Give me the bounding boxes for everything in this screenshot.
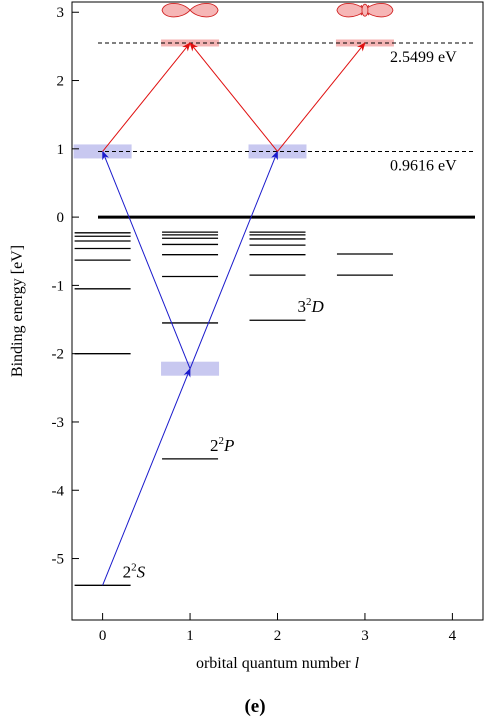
orbital-small-lobe [361, 3, 369, 17]
term-symbol: P [223, 436, 234, 455]
x-axis-label: orbital quantum number l [196, 655, 360, 672]
transition-arrows [102, 42, 366, 586]
y-axis-label: Binding energy [eV] [9, 245, 26, 377]
y-tick-label: 2 [57, 74, 65, 90]
term-principal-number: 3 [298, 297, 307, 316]
x-tick-label: 0 [99, 628, 107, 644]
y-tick-label: -5 [52, 552, 65, 568]
red-transition-arrow [102, 42, 191, 152]
reference-lines [98, 42, 475, 219]
blue-transition-arrow [189, 150, 278, 369]
y-tick-label: -4 [52, 483, 65, 499]
y-tick-label: 1 [57, 142, 65, 158]
term-principal-number: 2 [123, 562, 132, 581]
y-tick-label: 3 [57, 5, 65, 21]
y-tick-label: -2 [52, 347, 65, 363]
figure-caption: (e) [244, 696, 265, 717]
energy-levels [74, 231, 393, 586]
x-axis-label-text: orbital quantum number [196, 655, 351, 672]
term-symbol: S [137, 562, 146, 581]
term-label: 22P [210, 435, 234, 455]
x-tick-label: 2 [274, 628, 282, 644]
orbital-lobe [161, 2, 191, 18]
term-multiplicity: 2 [306, 296, 312, 308]
f-orbital-shape [336, 2, 394, 18]
y-tick-label: 0 [57, 210, 65, 226]
threshold-value-label: 2.5499 eV [390, 49, 457, 66]
blue-transition-arrow [102, 367, 191, 586]
red-transition-arrow [277, 42, 366, 152]
term-label: 32D [298, 296, 325, 316]
orbital-lobe [189, 2, 219, 18]
y-tick-label: -3 [52, 415, 65, 431]
y-tick-label: -1 [52, 278, 65, 294]
blue-transition-arrow [102, 150, 191, 369]
threshold-value-label: 0.9616 eV [390, 157, 457, 174]
p-orbital-shape [161, 2, 219, 18]
x-tick-label: 3 [361, 628, 369, 644]
orbital-lobe [364, 2, 394, 18]
term-label: 22S [123, 561, 146, 581]
x-tick-label: 1 [186, 628, 194, 644]
term-principal-number: 2 [210, 436, 219, 455]
term-multiplicity: 2 [219, 435, 225, 447]
plot-frame [71, 1, 484, 621]
term-multiplicity: 2 [131, 561, 137, 573]
orbital-lobe [336, 2, 366, 18]
x-axis-label-variable: l [355, 655, 360, 672]
virtual-state-bands [73, 39, 394, 376]
term-symbol: D [311, 297, 325, 316]
red-transition-arrow [189, 42, 278, 152]
x-tick-label: 4 [449, 628, 457, 644]
orbital-shapes [161, 2, 394, 18]
